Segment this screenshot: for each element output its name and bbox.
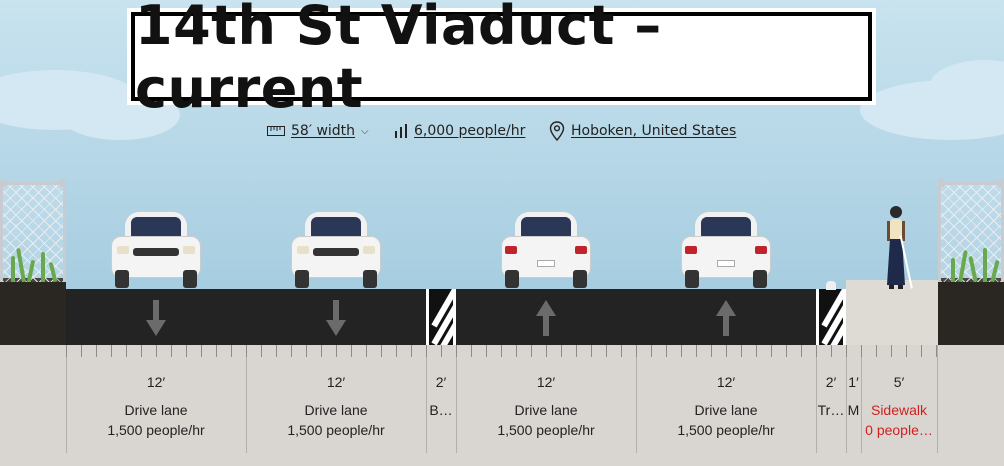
arrow-up-icon (716, 300, 736, 336)
location-pin-icon (549, 121, 565, 141)
chain-link-fence-right (938, 179, 1004, 283)
arrow-down-icon (146, 300, 166, 336)
segment-width: 5′ (893, 374, 905, 390)
street-title-frame: 14th St Viaduct – current (131, 0, 872, 120)
street-title[interactable]: 14th St Viaduct – current (135, 0, 662, 120)
segment-capacity: 1,500 people/hr (497, 422, 595, 438)
segment-width: 12′ (536, 374, 556, 390)
pedestrian-figure[interactable] (884, 205, 914, 295)
segment-label-median[interactable]: 1′ M (846, 372, 861, 420)
segment-capacity: 1,500 people/hr (287, 422, 385, 438)
segment-label-drive-lane[interactable]: 12′ Drive lane 1,500 people/hr (636, 372, 816, 440)
car-rear-view[interactable] (501, 212, 591, 288)
car-front-view[interactable] (111, 212, 201, 288)
width-ruler-ticks (66, 345, 938, 357)
segment-width: 2′ (825, 374, 837, 390)
segment-name: M (847, 402, 860, 418)
width-control[interactable]: 58′ width ⌵ (267, 120, 369, 142)
bar-chart-icon (395, 124, 407, 138)
street-capacity-label[interactable]: 6,000 people/hr (414, 123, 526, 139)
segment-label-drive-lane[interactable]: 12′ Drive lane 1,500 people/hr (456, 372, 636, 440)
planter-left (0, 278, 66, 346)
street-width-label[interactable]: 58′ width (291, 123, 356, 139)
segment-name: B… (429, 402, 453, 418)
segment-name: Drive lane (514, 402, 578, 418)
car-front-view[interactable] (291, 212, 381, 288)
segment-label-drive-lane[interactable]: 12′ Drive lane 1,500 people/hr (246, 372, 426, 440)
planter-right (938, 278, 1004, 346)
segment-label-traffic-buffer[interactable]: 2′ Tr… (816, 372, 846, 420)
sidewalk-surface (846, 280, 938, 346)
buffer-hatching[interactable] (426, 289, 456, 345)
curb-bollard (826, 281, 836, 290)
segment-name: Drive lane (694, 402, 758, 418)
segment-capacity: 1,500 people/hr (107, 422, 205, 438)
segment-width: 2′ (435, 374, 447, 390)
street-location-label[interactable]: Hoboken, United States (571, 123, 737, 139)
segment-width: 12′ (146, 374, 166, 390)
traffic-buffer-hatching[interactable] (816, 289, 846, 345)
segment-width: 1′ (848, 374, 859, 390)
segment-name: Sidewalk (870, 402, 928, 418)
segment-name: Tr… (817, 402, 845, 418)
location-control[interactable]: Hoboken, United States (549, 120, 736, 142)
chain-link-fence-left (0, 179, 66, 283)
street-title-box[interactable]: 14th St Viaduct – current (127, 0, 876, 120)
segment-name: Drive lane (304, 402, 368, 418)
car-rear-view[interactable] (681, 212, 771, 288)
segment-label-drive-lane[interactable]: 12′ Drive lane 1,500 people/hr (66, 372, 246, 440)
segment-label-sidewalk[interactable]: 5′ Sidewalk 0 people… (861, 372, 937, 440)
arrow-down-icon (326, 300, 346, 336)
segment-name: Drive lane (124, 402, 188, 418)
ground-strip (0, 345, 1004, 466)
segment-width: 12′ (716, 374, 736, 390)
segment-capacity: 1,500 people/hr (677, 422, 775, 438)
ruler-icon (267, 126, 285, 136)
segment-capacity: 0 people… (865, 422, 933, 438)
chevron-down-icon[interactable]: ⌵ (361, 125, 369, 137)
arrow-up-icon (536, 300, 556, 336)
segment-width: 12′ (326, 374, 346, 390)
capacity-control[interactable]: 6,000 people/hr (394, 120, 525, 142)
segment-label-buffer[interactable]: 2′ B… (426, 372, 456, 420)
